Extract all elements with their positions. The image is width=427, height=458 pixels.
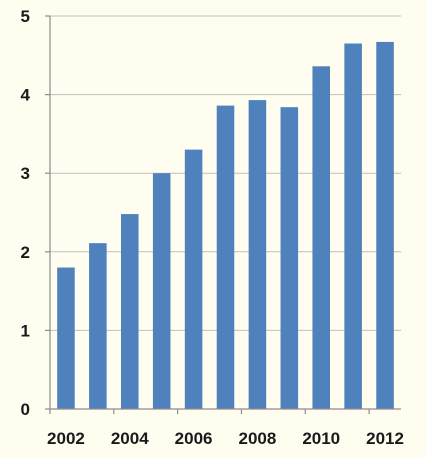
bar-2002	[57, 267, 75, 409]
bar-2009	[280, 107, 299, 410]
y-tick-label: 3	[21, 164, 30, 183]
x-tick-label: 2010	[302, 429, 340, 448]
bar-2005	[152, 173, 171, 409]
bar-2011	[344, 43, 362, 409]
y-tick-label: 4	[21, 86, 31, 105]
y-tick-label: 0	[21, 400, 30, 419]
bar-2006	[184, 149, 203, 409]
bar-2004	[120, 214, 139, 409]
axes	[45, 15, 401, 414]
bar-2007	[216, 105, 235, 409]
x-tick-label: 2004	[111, 429, 149, 448]
bar-2010	[312, 66, 331, 409]
y-tick-label: 1	[21, 321, 30, 340]
bar-2012	[376, 41, 394, 410]
x-tick-label: 2002	[47, 429, 85, 448]
x-tick-label: 2006	[175, 429, 213, 448]
bar-2003	[89, 243, 107, 409]
x-tick-label: 2008	[238, 429, 276, 448]
tick-labels: 0 1 2 3 4 5 2002 2004 2006 2008 2010 2012	[21, 7, 404, 448]
bar-2008	[248, 100, 267, 410]
x-tick-label: 2012	[366, 429, 404, 448]
y-tick-label: 2	[21, 243, 30, 262]
bars	[57, 41, 394, 410]
y-tick-label: 5	[21, 7, 30, 26]
